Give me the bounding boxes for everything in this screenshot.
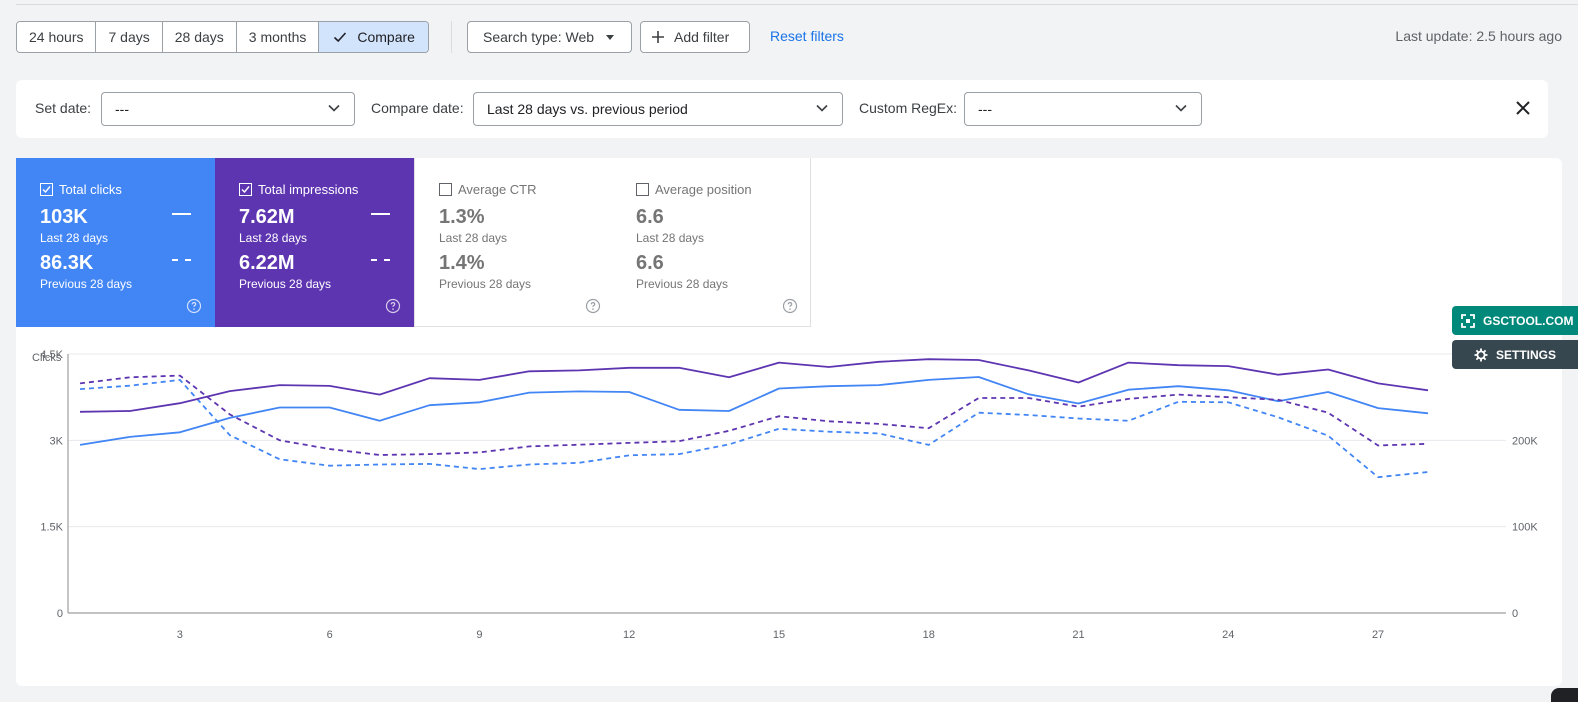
dashed-line-legend [172, 259, 191, 261]
compare-date-value: Last 28 days vs. previous period [487, 101, 688, 117]
checkbox-checked-icon[interactable] [239, 183, 252, 196]
metric-current-value: 7.62M [239, 206, 295, 228]
add-filter-button[interactable]: Add filter [640, 21, 750, 53]
series-line-right-dashed [79, 374, 1429, 456]
add-filter-label: Add filter [674, 29, 730, 45]
y-tick-label: 4.5K [40, 349, 63, 361]
range-3-months-button[interactable]: 3 months [236, 22, 320, 52]
performance-line-chart: Clicks 001.5K100K3K200K4.5K300K369121518… [32, 349, 1538, 641]
gsctool-label: GSCTOOL.COM [1483, 313, 1574, 328]
search-type-dropdown[interactable]: Search type: Web [467, 21, 632, 53]
custom-regex-value: --- [978, 101, 992, 117]
x-tick-label: 18 [923, 629, 935, 641]
set-date-value: --- [115, 101, 129, 117]
caret-down-icon [606, 34, 615, 40]
search-type-label: Search type: Web [483, 29, 595, 45]
custom-regex-label: Custom RegEx: [859, 100, 958, 116]
metric-average-ctr[interactable]: Average CTR 1.3% Last 28 days 1.4% Previ… [414, 158, 613, 327]
date-settings-panel: Set date: --- Compare date: Last 28 days… [16, 80, 1548, 138]
x-tick-label: 24 [1222, 629, 1234, 641]
metric-title: Average position [655, 182, 752, 197]
help-icon[interactable] [385, 298, 401, 314]
series-line-right-solid [79, 358, 1429, 413]
gear-icon [1474, 348, 1488, 361]
metric-current-label: Last 28 days [439, 231, 508, 245]
chevron-down-icon [816, 104, 828, 112]
last-update-text: Last update: 2.5 hours ago [1395, 28, 1562, 44]
metric-previous-label: Previous 28 days [439, 277, 532, 291]
close-icon[interactable] [1515, 100, 1531, 116]
chevron-down-icon [328, 104, 340, 112]
x-tick-label: 15 [773, 629, 785, 641]
plus-icon [652, 31, 664, 43]
performance-chart-card: Total clicks 103K Last 28 days 86.3K Pre… [16, 158, 1562, 686]
metric-previous-value: 1.4% [439, 252, 485, 274]
toolbar-divider [451, 21, 452, 53]
metric-title: Total clicks [59, 182, 122, 197]
metric-current-label: Last 28 days [239, 231, 308, 245]
date-range-group: 24 hours 7 days 28 days 3 months Compare [16, 21, 429, 53]
series-line-left-dashed [79, 379, 1429, 479]
metric-current-value: 1.3% [439, 206, 485, 228]
checkbox-unchecked-icon[interactable] [439, 183, 452, 196]
y-tick-label: 0 [57, 608, 63, 620]
metric-current-label: Last 28 days [40, 231, 109, 245]
chevron-down-icon [1175, 104, 1187, 112]
metric-previous-value: 86.3K [40, 252, 94, 274]
checkbox-unchecked-icon[interactable] [636, 183, 649, 196]
metric-previous-label: Previous 28 days [239, 277, 332, 291]
metric-previous-label: Previous 28 days [40, 277, 133, 291]
y-tick-label: 3K [50, 435, 64, 447]
metric-current-label: Last 28 days [636, 231, 705, 245]
compare-date-label: Compare date: [371, 100, 464, 116]
corner-widget[interactable] [1551, 688, 1578, 702]
metric-total-clicks[interactable]: Total clicks 103K Last 28 days 86.3K Pre… [16, 158, 215, 327]
metric-previous-label: Previous 28 days [636, 277, 729, 291]
x-tick-label: 27 [1372, 629, 1384, 641]
checkbox-checked-icon[interactable] [40, 183, 53, 196]
help-icon[interactable] [186, 298, 202, 314]
range-24-hours-button[interactable]: 24 hours [17, 22, 97, 52]
metric-previous-value: 6.22M [239, 252, 295, 274]
expand-icon [1461, 313, 1475, 328]
range-28-days-button[interactable]: 28 days [162, 22, 237, 52]
range-7-days-button[interactable]: 7 days [96, 22, 163, 52]
compare-label: Compare [357, 29, 415, 45]
top-divider [16, 4, 1578, 5]
settings-label: SETTINGS [1496, 347, 1557, 362]
check-icon [334, 32, 347, 43]
x-tick-label: 21 [1072, 629, 1084, 641]
y-axis-label: Clicks [32, 352, 62, 364]
y2-tick-label: 100K [1512, 522, 1538, 534]
x-tick-label: 12 [623, 629, 635, 641]
x-tick-label: 3 [177, 629, 183, 641]
set-date-select[interactable]: --- [101, 92, 355, 126]
x-tick-label: 9 [476, 629, 482, 641]
metric-title: Total impressions [258, 182, 359, 197]
metric-previous-value: 6.6 [636, 252, 664, 274]
y-tick-label: 1.5K [40, 522, 63, 534]
reset-filters-link[interactable]: Reset filters [770, 28, 844, 44]
y2-tick-label: 0 [1512, 608, 1518, 620]
compare-date-select[interactable]: Last 28 days vs. previous period [473, 92, 843, 126]
custom-regex-select[interactable]: --- [964, 92, 1202, 126]
metric-current-value: 103K [40, 206, 88, 228]
compare-button[interactable]: Compare [319, 22, 428, 52]
dashed-line-legend [371, 259, 390, 261]
settings-button[interactable]: SETTINGS [1452, 340, 1578, 369]
metric-average-position[interactable]: Average position 6.6 Last 28 days 6.6 Pr… [612, 158, 811, 327]
help-icon[interactable] [585, 298, 601, 314]
solid-line-legend [371, 213, 390, 215]
solid-line-legend [172, 213, 191, 215]
gsctool-button[interactable]: GSCTOOL.COM [1452, 306, 1578, 335]
help-icon[interactable] [782, 298, 798, 314]
metric-title: Average CTR [458, 182, 537, 197]
series-line-left-solid [79, 376, 1429, 446]
metric-total-impressions[interactable]: Total impressions 7.62M Last 28 days 6.2… [215, 158, 414, 327]
metric-current-value: 6.6 [636, 206, 664, 228]
y2-tick-label: 200K [1512, 435, 1538, 447]
x-tick-label: 6 [327, 629, 333, 641]
set-date-label: Set date: [35, 100, 92, 116]
